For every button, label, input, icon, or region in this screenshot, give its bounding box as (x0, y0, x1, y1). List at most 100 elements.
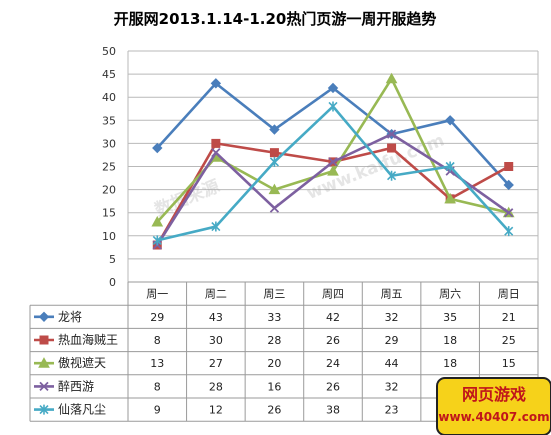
table-cell: 8 (154, 334, 161, 347)
data-point (504, 162, 514, 171)
legend-label: 龙将 (58, 310, 82, 324)
x-tick-label: 周五 (381, 288, 403, 301)
data-point (387, 170, 397, 181)
table-cell: 20 (267, 357, 281, 370)
table-cell: 26 (267, 404, 281, 417)
data-point (387, 143, 397, 153)
y-tick-label: 40 (102, 91, 116, 104)
table-cell: 35 (443, 311, 457, 324)
site-badge: 网页游戏 www.40407.com (436, 377, 551, 435)
data-point (444, 192, 456, 204)
legend-marker (38, 311, 50, 323)
y-tick-label: 45 (102, 68, 116, 81)
data-point (151, 215, 164, 227)
series-lines (151, 72, 515, 250)
x-tick-label: 周日 (498, 288, 520, 301)
x-tick-label: 周四 (322, 288, 344, 301)
data-point (269, 148, 279, 158)
data-point (503, 179, 514, 191)
y-tick-label: 30 (102, 137, 116, 150)
data-point (152, 142, 163, 154)
data-point (269, 203, 280, 213)
series-line (156, 77, 510, 223)
table-cell: 43 (209, 311, 223, 324)
y-tick-label: 15 (102, 207, 116, 220)
chart-title: 开服网2013.1.14-1.20热门页游一周开服趋势 (114, 10, 437, 28)
badge-title: 网页游戏 (462, 385, 526, 404)
data-point (211, 138, 221, 148)
series-5 (152, 101, 514, 246)
data-point (327, 165, 339, 176)
legend-label: 仙落凡尘 (58, 403, 106, 417)
table-cell: 25 (502, 334, 516, 347)
table-cell: 28 (209, 380, 223, 393)
table-cell: 32 (385, 380, 399, 393)
table-cell: 18 (443, 357, 457, 370)
series-3 (151, 72, 515, 227)
table-cell: 8 (154, 380, 161, 393)
data-point (152, 235, 162, 246)
data-point (269, 156, 279, 167)
table-cell: 24 (326, 357, 340, 370)
table-cell: 44 (385, 357, 399, 370)
table-cell: 16 (267, 380, 281, 393)
y-tick-label: 25 (102, 161, 116, 174)
data-point (327, 82, 339, 94)
table-cell: 32 (385, 311, 399, 324)
legend-marker (39, 381, 49, 392)
data-point (504, 208, 514, 218)
data-point (268, 183, 281, 195)
data-point (444, 115, 456, 126)
legend-label: 醉西游 (58, 378, 94, 393)
data-point (504, 226, 514, 237)
table-cell: 18 (443, 334, 457, 347)
table-cell: 27 (209, 357, 223, 370)
table-cell: 38 (326, 404, 340, 417)
table-cell: 9 (154, 404, 161, 417)
table-cell: 42 (326, 311, 340, 324)
table-cell: 21 (502, 311, 516, 324)
data-point (386, 129, 397, 139)
y-axis-ticks: 0 5 10 15 20 25 30 35 40 45 50 (102, 45, 116, 289)
legend-label: 傲视遮天 (58, 355, 106, 370)
legend-marker (38, 357, 50, 368)
legend-marker (39, 335, 49, 345)
table-cell: 15 (502, 357, 516, 370)
data-point (210, 78, 222, 89)
data-point (328, 101, 338, 112)
x-tick-label: 周一 (146, 288, 168, 301)
table-row: 傲视遮天 13 27 20 24 44 18 15 (34, 355, 516, 370)
table-cell: 29 (150, 311, 164, 324)
legend-marker (39, 404, 49, 415)
table-cell: 26 (326, 380, 340, 393)
x-tick-label: 周二 (205, 288, 227, 301)
table-cell: 13 (150, 357, 164, 370)
data-point (211, 148, 221, 158)
table-cell: 28 (267, 334, 281, 347)
y-tick-label: 20 (102, 184, 116, 197)
x-tick-label: 周三 (263, 288, 285, 301)
table-row: 热血海贼王 8 30 28 26 29 18 25 (34, 332, 516, 347)
badge-url: www.40407.com (438, 410, 549, 424)
table-cell: 12 (209, 404, 223, 417)
table-cell: 30 (209, 334, 223, 347)
x-tick-label: 周六 (439, 288, 461, 301)
y-tick-label: 10 (102, 230, 116, 243)
y-tick-label: 5 (109, 253, 116, 266)
legend-label: 热血海贼王 (58, 332, 118, 347)
data-point (211, 221, 221, 232)
y-tick-label: 0 (109, 276, 116, 289)
data-point (445, 161, 455, 172)
table-cell: 33 (267, 311, 281, 324)
table-row: 龙将 29 43 33 42 32 35 21 (34, 310, 516, 324)
data-point (269, 124, 280, 135)
data-point (385, 72, 398, 84)
table-cell: 23 (385, 404, 399, 417)
badge-background (436, 377, 551, 435)
data-point (328, 157, 338, 167)
table-cell: 29 (385, 334, 399, 347)
y-tick-label: 35 (102, 114, 116, 127)
